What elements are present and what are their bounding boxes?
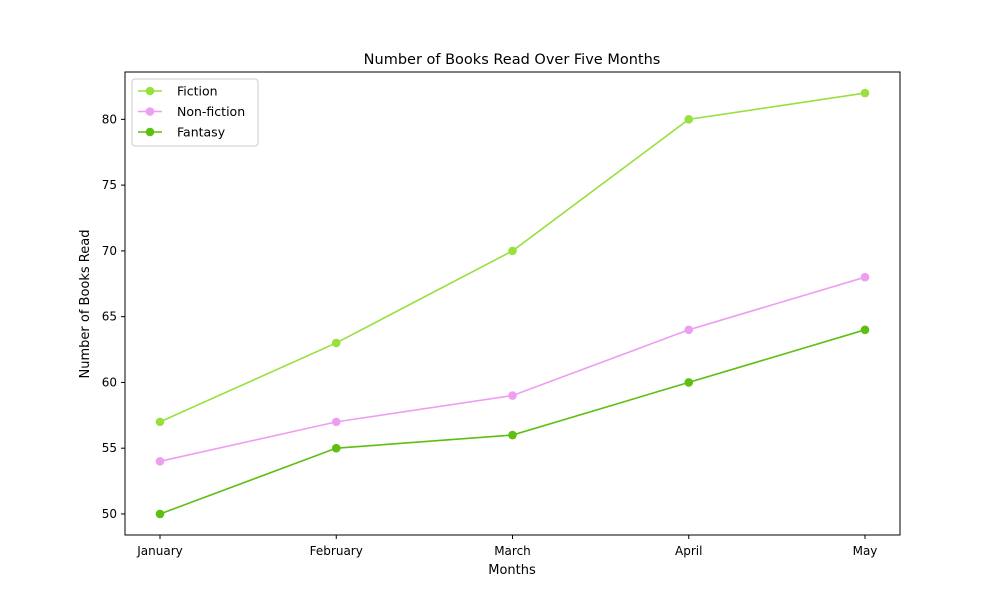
legend: Fiction Non-fiction Fantasy <box>131 78 259 147</box>
legend-box <box>131 78 259 147</box>
legend-label-non-fiction: Non-fiction <box>177 104 245 119</box>
x-tick-label: May <box>853 544 878 558</box>
data-point-fiction <box>155 417 165 427</box>
x-tick-label: April <box>675 544 702 558</box>
data-point-fantasy <box>508 430 517 440</box>
plot-frame <box>124 71 901 536</box>
legend-marker-fantasy <box>145 127 155 137</box>
data-point-fantasy <box>155 509 165 519</box>
x-axis-label: Months <box>488 563 536 578</box>
plot-area <box>125 72 900 535</box>
y-tick-label: 80 <box>102 112 117 126</box>
y-tick-label: 50 <box>102 507 117 521</box>
series-layer <box>155 88 870 519</box>
y-tick-label: 75 <box>102 178 117 192</box>
data-point-fantasy <box>684 378 694 387</box>
x-tick-label: March <box>494 544 531 558</box>
chart-title: Number of Books Read Over Five Months <box>364 52 661 68</box>
data-point-fantasy <box>860 325 870 335</box>
data-point-fiction <box>331 338 341 348</box>
data-point-non-fiction <box>508 391 517 400</box>
y-tick-label: 60 <box>102 375 117 389</box>
data-point-non-fiction <box>331 417 341 427</box>
y-tick-label: 70 <box>102 244 117 258</box>
legend-marker-fiction <box>145 86 155 96</box>
legend-label-fiction: Fiction <box>177 84 218 99</box>
data-point-fantasy <box>331 443 341 453</box>
x-tick-label: February <box>310 544 363 558</box>
data-point-non-fiction <box>155 457 165 466</box>
legend-marker-non-fiction <box>145 107 155 116</box>
data-point-fiction <box>860 88 870 98</box>
y-tick-label: 65 <box>102 310 117 324</box>
data-point-non-fiction <box>684 325 694 335</box>
y-axis-label: Number of Books Read <box>78 230 93 379</box>
data-point-non-fiction <box>860 272 870 282</box>
y-tick-label: 55 <box>102 441 117 455</box>
data-point-fiction <box>508 246 517 256</box>
data-point-fiction <box>684 115 694 124</box>
x-tick-label: January <box>136 544 183 558</box>
axis-layer: January February March April May 50 55 60 65 70 75… <box>102 112 878 558</box>
legend-label-fantasy: Fantasy <box>177 125 226 140</box>
